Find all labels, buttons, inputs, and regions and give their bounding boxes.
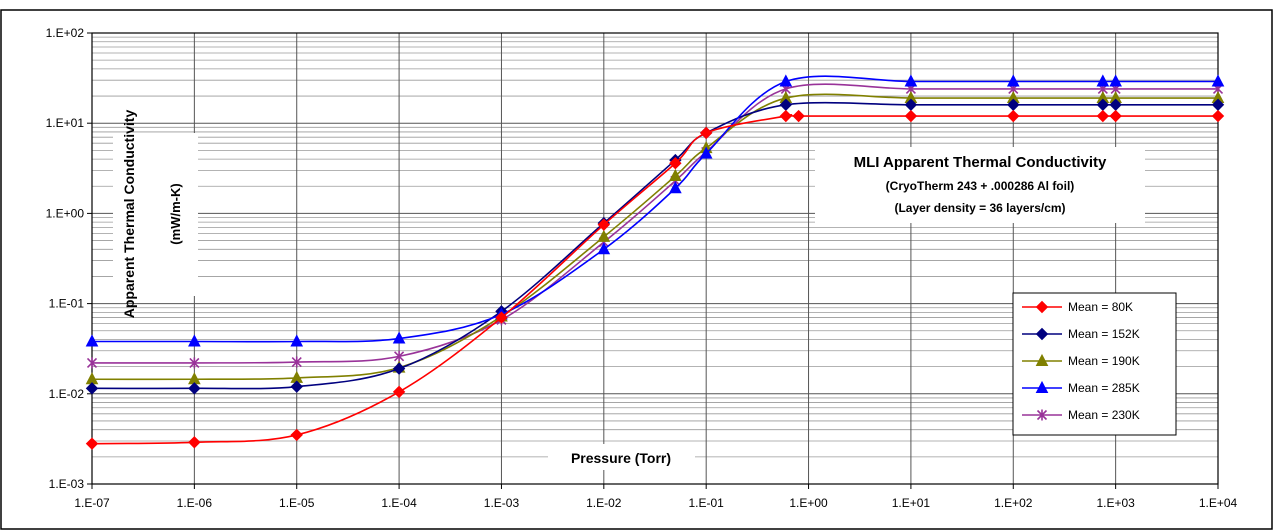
y-tick-label: 1.E-03 (49, 477, 85, 491)
chart-frame (0, 9, 1273, 530)
axis-layer: 1.E-03 1.E-02 1.E-01 1.E+00 1.E+01 1.E+02 1.E-… (46, 26, 1238, 510)
data-point (669, 181, 682, 194)
y-tick-label: 1.E+01 (46, 116, 85, 130)
x-tick-label: 1.E+02 (994, 496, 1033, 510)
data-point (189, 357, 200, 369)
legend-label: Mean = 80K (1068, 300, 1133, 314)
data-point (394, 350, 405, 362)
y-tick-label: 1.E-01 (49, 297, 85, 311)
data-point (291, 356, 302, 368)
legend-item: Mean = 80K (1022, 300, 1133, 314)
x-axis-label-box: Pressure (Torr) (548, 444, 695, 470)
chart-title-box: MLI Apparent Thermal Conductivity (CryoT… (815, 147, 1145, 223)
data-point (597, 242, 611, 255)
data-point (290, 428, 303, 442)
y-tick-label: 1.E+00 (46, 206, 85, 220)
data-point (904, 74, 918, 87)
data-point (495, 311, 508, 324)
data-point (392, 331, 406, 344)
data-point (85, 437, 99, 450)
series-1 (85, 98, 1225, 395)
data-point (669, 157, 682, 170)
data-point (392, 362, 406, 375)
legend-marker (1035, 300, 1049, 314)
legend-label: Mean = 285K (1068, 381, 1140, 395)
x-tick-label: 1.E-05 (279, 496, 315, 510)
chart-subtitle: (CryoTherm 243 + .000286 Al foil) (886, 179, 1075, 193)
series-line (91, 83, 1218, 364)
y-tick-label: 1.E-02 (49, 387, 85, 401)
data-point (85, 382, 99, 395)
data-point (597, 218, 611, 231)
legend-label: Mean = 152K (1068, 327, 1140, 341)
data-point (1006, 74, 1020, 87)
data-point (86, 357, 98, 369)
data-point (779, 109, 793, 123)
legend-label: Mean = 230K (1068, 408, 1140, 422)
y-axis-label-box: Apparent Thermal Conductivity (mW/m-K) (113, 110, 198, 319)
data-point (779, 74, 793, 87)
series-line (91, 114, 1218, 445)
x-tick-label: 1.E+03 (1096, 496, 1135, 510)
x-tick-label: 1.E-04 (381, 496, 417, 510)
series-0 (85, 109, 1225, 450)
x-tick-label: 1.E+00 (789, 496, 828, 510)
data-point (699, 126, 713, 140)
legend-label: Mean = 190K (1068, 354, 1140, 368)
data-point (1109, 74, 1122, 87)
legend-item: Mean = 285K (1022, 380, 1140, 395)
x-tick-label: 1.E-03 (484, 496, 520, 510)
x-axis-label: Pressure (Torr) (571, 450, 671, 466)
chart-subtitle-2: (Layer density = 36 layers/cm) (894, 201, 1065, 215)
legend-item: Mean = 230K (1022, 408, 1140, 422)
data-point (392, 385, 406, 399)
data-point (699, 146, 713, 159)
data-point (188, 382, 201, 395)
data-point (85, 334, 99, 347)
data-point (1211, 74, 1225, 87)
legend-marker (1036, 409, 1048, 421)
data-point (1109, 109, 1122, 123)
plot-area-border (91, 32, 1219, 485)
data-point (290, 334, 304, 347)
data-point (597, 229, 611, 242)
x-tick-label: 1.E-06 (177, 496, 213, 510)
data-point (669, 168, 682, 181)
data-point (1007, 109, 1020, 123)
legend-item: Mean = 152K (1022, 327, 1140, 341)
data-point (188, 436, 201, 449)
x-tick-label: 1.E-07 (74, 496, 110, 510)
series-3 (85, 74, 1225, 347)
y-axis-unit-label: (mW/m-K) (168, 183, 183, 244)
data-point (792, 109, 805, 123)
x-tick-label: 1.E-01 (689, 496, 725, 510)
legend-marker (1035, 327, 1049, 341)
data-point (904, 109, 918, 123)
data-point (290, 380, 303, 393)
data-point (1096, 74, 1110, 87)
legend-marker (1035, 380, 1049, 393)
legend-marker (1035, 353, 1049, 366)
x-tick-label: 1.E+04 (1199, 496, 1238, 510)
x-tick-label: 1.E-02 (586, 496, 622, 510)
legend: Mean = 80K Mean = 152K Mean = 190K Mean = 2… (1012, 292, 1177, 436)
y-axis-label: Apparent Thermal Conductivity (121, 110, 137, 319)
data-point (1211, 109, 1225, 123)
chart-title: MLI Apparent Thermal Conductivity (854, 154, 1107, 171)
x-tick-label: 1.E+01 (892, 496, 931, 510)
legend-item: Mean = 190K (1022, 353, 1140, 368)
y-tick-label: 1.E+02 (46, 26, 85, 40)
data-point (1096, 109, 1110, 123)
series-layer (85, 74, 1225, 450)
data-point (188, 334, 201, 347)
